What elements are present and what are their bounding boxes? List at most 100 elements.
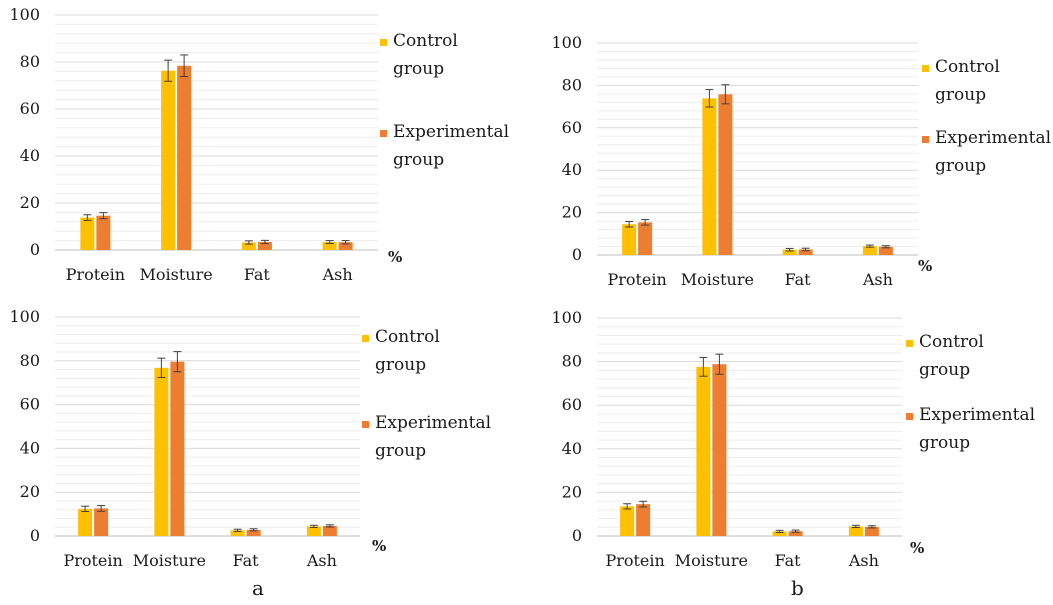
bar-experimental-protein bbox=[96, 215, 111, 250]
legend-label: group bbox=[919, 433, 970, 453]
x-tick-label: Ash bbox=[306, 551, 337, 570]
bar-experimental-ash bbox=[864, 526, 879, 536]
y-tick-label: 80 bbox=[20, 52, 40, 71]
error-bar bbox=[623, 503, 632, 510]
x-tick-label: Fat bbox=[244, 265, 271, 284]
error-bar bbox=[791, 529, 800, 533]
error-bar bbox=[625, 221, 634, 228]
bar-control-moisture bbox=[154, 367, 169, 536]
bar-experimental-fat bbox=[788, 531, 803, 536]
legend-label: Control bbox=[935, 57, 1000, 77]
bar-control-protein bbox=[620, 506, 635, 536]
y-tick-label: 80 bbox=[562, 352, 582, 371]
y-tick-label: 80 bbox=[20, 351, 40, 370]
legend-label: Control bbox=[919, 332, 984, 352]
bar-experimental-moisture bbox=[177, 65, 192, 250]
legend-entry-control: Control group bbox=[362, 327, 440, 375]
legend-entry-experimental: Experimental group bbox=[362, 413, 491, 461]
x-tick-label: Protein bbox=[605, 551, 664, 570]
y-tick-label: 20 bbox=[562, 482, 582, 501]
legend-swatch bbox=[906, 413, 913, 420]
x-tick-label: Fat bbox=[775, 551, 802, 570]
legend-label: group bbox=[935, 85, 986, 105]
y-tick-label: 60 bbox=[562, 118, 582, 137]
panel-label-b: b bbox=[791, 576, 804, 600]
legend-label: Experimental bbox=[919, 405, 1035, 425]
error-bar bbox=[309, 524, 318, 528]
legend-entry-control: Control group bbox=[380, 31, 458, 79]
unit-label: % bbox=[372, 537, 386, 555]
legend-label: group bbox=[935, 156, 986, 176]
bar-experimental-fat bbox=[257, 242, 272, 250]
bar-experimental-moisture bbox=[170, 361, 185, 536]
bar-control-fat bbox=[782, 249, 797, 255]
legend-label: Experimental bbox=[393, 122, 509, 142]
x-tick-label: Protein bbox=[66, 265, 125, 284]
error-bar bbox=[341, 240, 350, 245]
error-bar bbox=[325, 240, 334, 244]
y-tick-label: 0 bbox=[30, 526, 40, 545]
y-tick-label: 100 bbox=[551, 33, 582, 52]
bar-control-moisture bbox=[702, 98, 717, 255]
error-bar bbox=[785, 247, 794, 252]
legend-swatch bbox=[380, 39, 387, 46]
y-tick-label: 0 bbox=[30, 240, 40, 259]
x-tick-label: Ash bbox=[322, 265, 353, 284]
x-tick-label: Protein bbox=[607, 270, 666, 289]
error-bar bbox=[721, 84, 730, 105]
x-tick-label: Moisture bbox=[675, 551, 748, 570]
y-tick-label: 100 bbox=[551, 308, 582, 327]
error-bar bbox=[244, 240, 253, 245]
error-bar bbox=[715, 353, 724, 375]
error-bar bbox=[775, 529, 784, 534]
legend-label: group bbox=[393, 150, 444, 170]
error-bar bbox=[157, 357, 166, 378]
chart-panel-1: 0 20 40 60 80 100 Protein Moisture Fat Ash% Contro… bbox=[9, 5, 509, 284]
bar-experimental-moisture bbox=[718, 94, 733, 255]
legend-label: Experimental bbox=[935, 128, 1051, 148]
error-bar bbox=[867, 525, 876, 529]
legend-swatch bbox=[922, 136, 929, 143]
y-tick-label: 20 bbox=[20, 193, 40, 212]
legend-swatch bbox=[380, 130, 387, 137]
unit-label: % bbox=[910, 539, 924, 557]
y-tick-label: 20 bbox=[20, 482, 40, 501]
error-bar bbox=[881, 245, 890, 249]
legend-swatch bbox=[362, 335, 369, 342]
y-tick-label: 40 bbox=[20, 438, 40, 457]
y-tick-label: 0 bbox=[572, 526, 582, 545]
y-tick-label: 0 bbox=[572, 245, 582, 264]
y-tick-label: 40 bbox=[562, 439, 582, 458]
legend-entry-experimental: Experimental group bbox=[922, 128, 1051, 176]
bar-control-protein bbox=[622, 224, 637, 255]
bar-experimental-moisture bbox=[712, 364, 727, 536]
legend-entry-experimental: Experimental group bbox=[906, 405, 1035, 453]
legend-entry-control: Control group bbox=[922, 57, 1000, 105]
y-tick-label: 60 bbox=[562, 395, 582, 414]
bar-experimental-ash bbox=[338, 242, 353, 250]
y-tick-label: 60 bbox=[20, 99, 40, 118]
bar-experimental-fat bbox=[246, 529, 261, 536]
bar-control-fat bbox=[772, 531, 787, 536]
error-bar bbox=[83, 214, 92, 221]
bar-control-moisture bbox=[696, 366, 711, 536]
bar-control-moisture bbox=[161, 70, 176, 250]
x-tick-label: Ash bbox=[862, 270, 893, 289]
y-tick-label: 40 bbox=[20, 146, 40, 165]
error-bar bbox=[641, 219, 650, 226]
legend-label: group bbox=[919, 360, 970, 380]
x-tick-label: Moisture bbox=[133, 551, 206, 570]
error-bar bbox=[639, 500, 648, 508]
error-bar bbox=[851, 524, 860, 528]
x-tick-label: Ash bbox=[848, 551, 879, 570]
x-tick-label: Fat bbox=[233, 551, 260, 570]
x-tick-label: Protein bbox=[63, 551, 122, 570]
legend-label: Experimental bbox=[375, 413, 491, 433]
legend-label: Control bbox=[393, 31, 458, 51]
error-bar bbox=[164, 59, 173, 82]
error-bar bbox=[233, 528, 242, 532]
bar-control-fat bbox=[230, 530, 245, 536]
error-bar bbox=[99, 212, 108, 220]
error-bar bbox=[705, 89, 714, 108]
